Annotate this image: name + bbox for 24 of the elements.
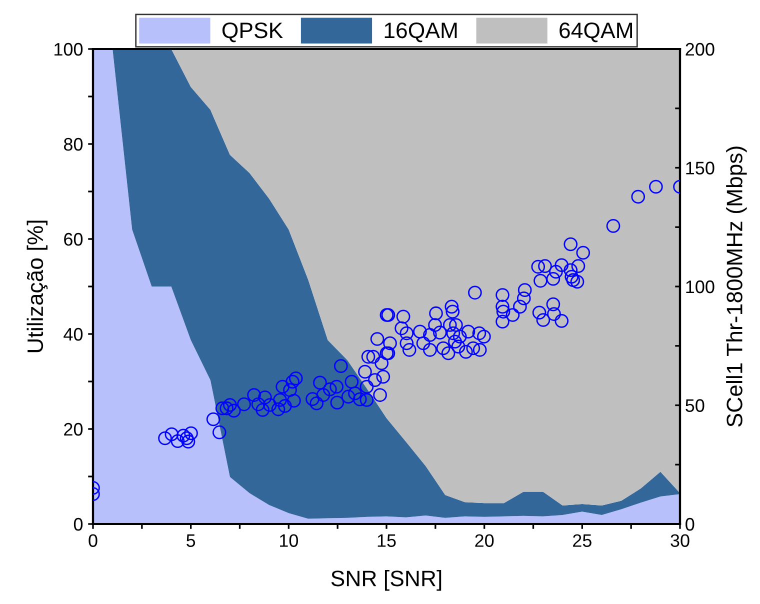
x-axis-title: SNR [SNR] bbox=[331, 570, 442, 591]
x-tick-label: 5 bbox=[186, 534, 196, 547]
y-tick-label: 20 bbox=[64, 422, 83, 436]
y-tick-label: 0 bbox=[74, 518, 83, 531]
x-tick-label: 30 bbox=[670, 534, 690, 547]
x-tick-label: 10 bbox=[280, 534, 298, 547]
y2-tick-label: 150 bbox=[686, 162, 714, 174]
legend-label: QPSK bbox=[222, 22, 283, 42]
legend-label: 64QAM bbox=[560, 22, 632, 42]
y-tick-label: 100 bbox=[54, 42, 83, 56]
x-tick-label: 20 bbox=[475, 534, 494, 547]
y-tick-label: 80 bbox=[64, 138, 83, 151]
y2-tick-label: 100 bbox=[686, 280, 714, 294]
y2-tick-label: 0 bbox=[686, 518, 694, 531]
legend-label: 16QAM bbox=[384, 22, 457, 42]
x-tick-label: 15 bbox=[378, 534, 396, 547]
x-tick-label: 0 bbox=[88, 534, 98, 547]
y2-axis-title: SCell1 Thr-1800MHz (Mbps) bbox=[726, 146, 747, 427]
y2-tick-label: 200 bbox=[686, 42, 714, 56]
y-tick-label: 40 bbox=[64, 328, 83, 341]
x-tick-label: 25 bbox=[573, 534, 592, 547]
y-axis-title: Utilização [%] bbox=[26, 220, 48, 352]
y2-tick-label: 50 bbox=[686, 399, 704, 412]
y-tick-label: 60 bbox=[64, 232, 83, 246]
